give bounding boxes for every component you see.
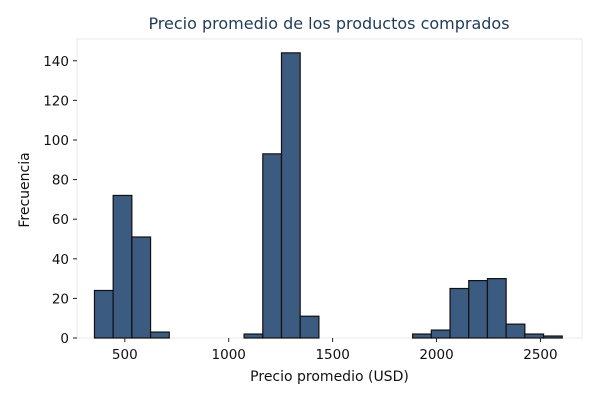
y-tick-label: 0 [60,331,69,347]
histogram-bar-8 [412,333,432,339]
x-tick-label: 1500 [315,347,349,363]
y-tick-label: 40 [52,252,69,268]
histogram-bars [93,52,563,339]
y-tick-label: 80 [52,173,69,189]
y-tick-label: 120 [43,93,69,109]
histogram-bar-2 [131,236,152,339]
chart-title: Precio promedio de los productos comprad… [148,14,509,33]
histogram-bar-4 [243,333,264,339]
histogram-bar-5 [262,153,283,339]
histogram-bar-1 [112,194,133,339]
y-tick-label: 60 [52,212,69,228]
x-tick-label: 500 [112,347,138,363]
x-tick-label: 2500 [523,347,557,363]
histogram-bar-7 [299,315,320,339]
histogram-bar-13 [505,323,526,339]
histogram-bar-15 [542,335,563,339]
plot-frame [76,38,583,339]
x-tick-label: 1000 [212,347,246,363]
histogram-bar-14 [524,333,545,339]
y-axis-label: Frecuencia [17,152,33,227]
histogram-bar-3 [149,331,170,339]
y-tick-label: 20 [52,291,69,307]
histogram-bar-10 [449,287,470,339]
y-tick-label: 100 [43,133,69,149]
histogram-bar-0 [93,289,114,339]
y-tick-label: 140 [43,54,69,70]
x-tick-label: 2000 [419,347,453,363]
histogram-bar-6 [280,52,301,339]
histogram-bar-12 [486,278,507,339]
y-axis-ticks: 0 20 40 60 80 100 120 140 [43,54,77,347]
histogram-bar-9 [430,329,451,339]
x-axis-label: Precio promedio (USD) [250,369,409,385]
x-axis-ticks: 500 1000 1500 2000 2500 [112,338,558,363]
histogram-bar-11 [468,279,489,339]
